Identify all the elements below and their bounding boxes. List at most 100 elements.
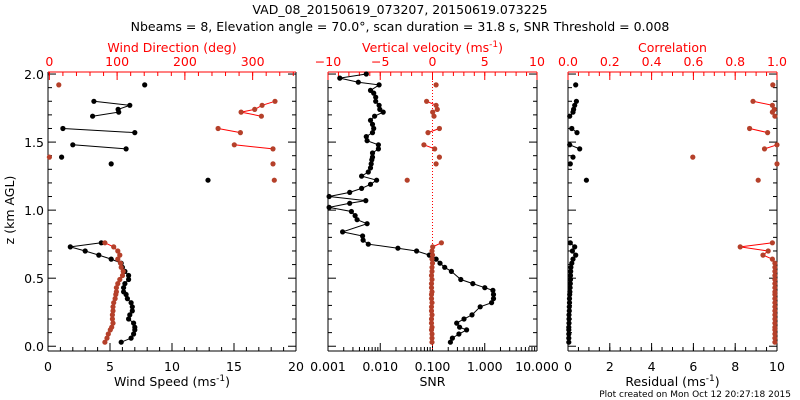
x-tick-label: 8 bbox=[731, 359, 739, 374]
y-tick-label: 2.0 bbox=[24, 67, 44, 82]
data-point bbox=[428, 281, 435, 287]
data-point bbox=[490, 287, 496, 293]
data-point bbox=[108, 161, 114, 167]
top-tick-label: 0.8 bbox=[725, 54, 745, 69]
data-point bbox=[772, 300, 778, 306]
data-point bbox=[363, 71, 369, 77]
data-point bbox=[127, 312, 133, 318]
data-point bbox=[436, 154, 442, 160]
top-tick-label: 1.0 bbox=[767, 54, 787, 69]
series-vertical-velocity bbox=[404, 82, 444, 345]
top-axis-label-end: ) bbox=[498, 40, 503, 55]
data-point bbox=[380, 109, 386, 115]
data-point bbox=[337, 75, 343, 81]
top-tick-label: 10 bbox=[529, 54, 545, 69]
data-point bbox=[252, 106, 258, 112]
data-point bbox=[437, 260, 443, 266]
panel-residual: 0 2 4 6 8 10 Residual (ms-1) 0.0 0.2 0.4 0.6 0.8 1.0… bbox=[558, 40, 787, 389]
data-point bbox=[737, 244, 743, 250]
data-point bbox=[567, 281, 573, 287]
y-tick-label: 0.5 bbox=[24, 271, 44, 286]
data-point bbox=[750, 98, 756, 104]
series-line bbox=[241, 100, 276, 117]
data-point bbox=[367, 117, 374, 123]
x-axis-label: Wind Speed (ms-1) bbox=[114, 374, 230, 389]
data-point bbox=[112, 296, 118, 302]
data-point bbox=[429, 312, 435, 318]
data-point bbox=[567, 240, 573, 246]
data-point bbox=[566, 335, 572, 341]
data-point bbox=[372, 113, 378, 119]
series-snr bbox=[326, 71, 497, 345]
data-point bbox=[760, 252, 766, 258]
x-axis-label-text: Residual (ms bbox=[625, 374, 705, 389]
data-point bbox=[490, 296, 497, 302]
x-tick-label: 1.000 bbox=[467, 359, 503, 374]
data-point bbox=[477, 304, 483, 310]
data-point bbox=[123, 146, 129, 152]
data-point bbox=[570, 154, 576, 160]
data-point bbox=[132, 130, 138, 136]
data-point bbox=[258, 113, 264, 119]
data-point bbox=[454, 320, 460, 326]
data-point bbox=[428, 296, 435, 302]
data-point bbox=[456, 331, 462, 337]
top-tick-label: −5 bbox=[371, 54, 389, 69]
data-point bbox=[122, 281, 128, 287]
data-point bbox=[567, 272, 574, 279]
data-point bbox=[436, 125, 442, 132]
data-point bbox=[142, 82, 148, 88]
data-point bbox=[769, 109, 776, 115]
data-point bbox=[425, 130, 431, 136]
data-point bbox=[772, 304, 778, 310]
data-point bbox=[772, 320, 778, 326]
x-axis-label: SNR bbox=[420, 374, 446, 389]
data-point bbox=[570, 109, 576, 115]
x-axis-label-end: ) bbox=[225, 374, 230, 389]
data-point bbox=[769, 240, 776, 246]
data-point bbox=[429, 248, 435, 254]
data-point bbox=[359, 173, 365, 179]
data-point bbox=[120, 268, 126, 274]
x-tick-label: 0.010 bbox=[362, 359, 398, 374]
top-axis-label-sup: -1 bbox=[489, 40, 498, 50]
data-point bbox=[376, 102, 382, 108]
data-point bbox=[566, 327, 572, 333]
data-point bbox=[442, 264, 448, 270]
data-point bbox=[404, 177, 410, 183]
data-point bbox=[367, 181, 374, 187]
data-point bbox=[369, 130, 376, 136]
series-wind-direction bbox=[46, 82, 278, 345]
x-axis-label-sup: -1 bbox=[216, 374, 225, 384]
data-point bbox=[489, 300, 495, 306]
data-point bbox=[755, 177, 761, 183]
data-point bbox=[126, 276, 132, 283]
data-point bbox=[326, 193, 332, 200]
data-point bbox=[115, 248, 121, 254]
data-point bbox=[428, 304, 435, 310]
data-point bbox=[59, 154, 65, 160]
data-point bbox=[761, 146, 768, 152]
data-point bbox=[347, 200, 353, 206]
data-point bbox=[352, 213, 358, 219]
top-tick-label: 0.0 bbox=[558, 54, 578, 69]
data-point bbox=[96, 252, 102, 258]
data-point bbox=[132, 327, 138, 333]
data-point bbox=[424, 98, 430, 104]
y-axis-label: z (km AGL) bbox=[2, 176, 17, 245]
data-point bbox=[772, 291, 778, 298]
data-point bbox=[129, 308, 135, 314]
data-point bbox=[772, 272, 778, 279]
data-point bbox=[430, 109, 436, 115]
data-point bbox=[447, 339, 453, 345]
data-point bbox=[354, 217, 360, 223]
data-point bbox=[429, 268, 435, 274]
data-point bbox=[774, 161, 780, 167]
series-line bbox=[234, 144, 274, 150]
data-point bbox=[573, 82, 579, 88]
data-point bbox=[110, 304, 116, 310]
top-tick-label: 100 bbox=[105, 54, 129, 69]
top-tick-label: −10 bbox=[315, 54, 341, 69]
data-point bbox=[91, 98, 97, 104]
